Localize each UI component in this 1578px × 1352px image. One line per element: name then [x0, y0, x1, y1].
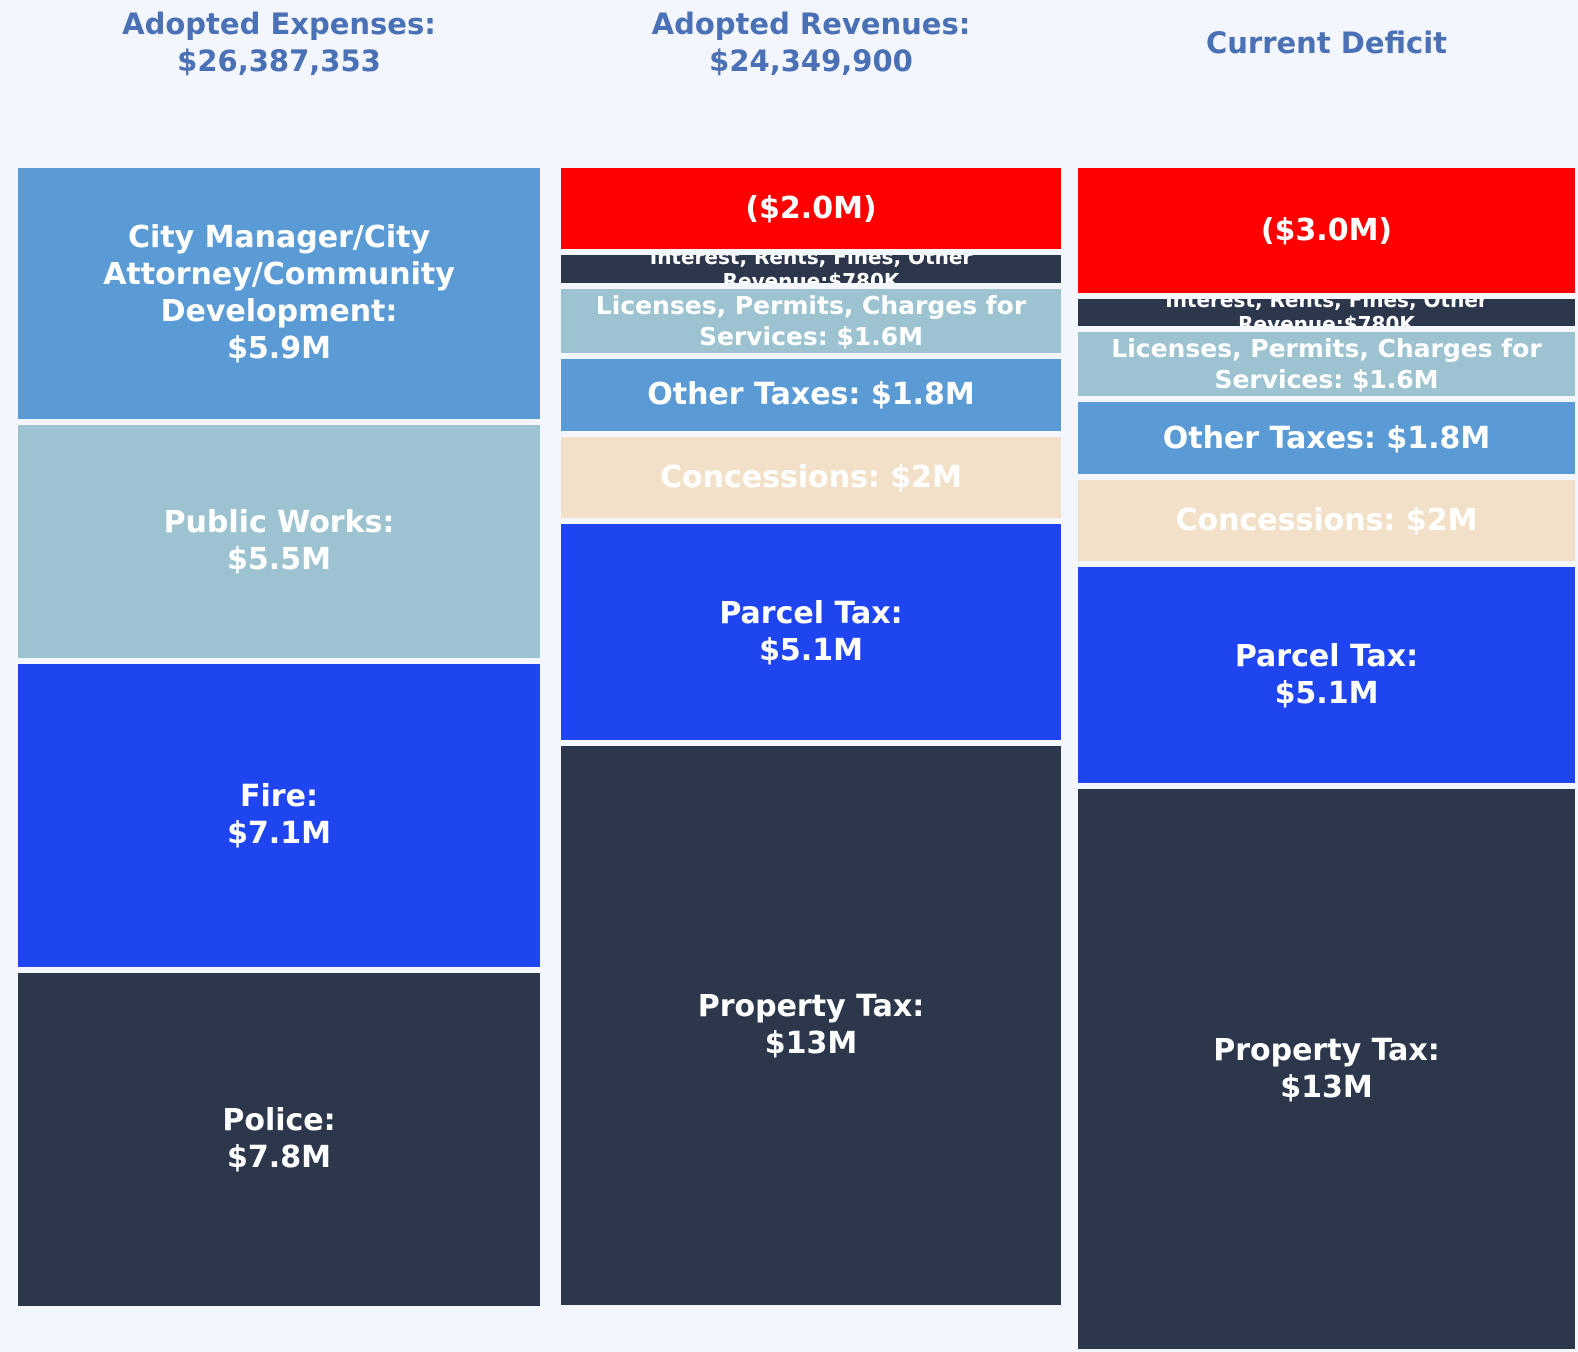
segment-value: $5.1M: [1274, 676, 1379, 712]
segment: Licenses, Permits, Charges for Services:…: [1075, 329, 1578, 400]
segment-label: Police: $7.8M: [216, 1102, 341, 1176]
segment: Parcel Tax: $5.1M: [558, 520, 1064, 743]
segment-label: ($2.0M): [739, 190, 882, 227]
segment-name: Public Works:: [163, 505, 395, 541]
segment-label: Interest, Rents, Fines, Other Revenue:$7…: [1078, 295, 1575, 330]
segment: Interest, Rents, Fines, Other Revenue:$7…: [1075, 295, 1578, 330]
segment: Licenses, Permits, Charges for Services:…: [558, 285, 1064, 356]
segment: Property Tax: $13M: [1075, 786, 1578, 1352]
segment-label: Property Tax: $13M: [1207, 1032, 1446, 1106]
segment-value: $13M: [1280, 1069, 1373, 1105]
segment: Other Taxes: $1.8M: [1075, 399, 1578, 478]
segment-label: Other Taxes: $1.8M: [1157, 420, 1497, 457]
title-amount: $24,349,900: [709, 44, 913, 78]
segment: Parcel Tax: $5.1M: [1075, 564, 1578, 787]
segment-name: Licenses, Permits, Charges for Services:: [1111, 334, 1542, 395]
column-title: Adopted Revenues: $24,349,900: [558, 0, 1064, 86]
segment: Public Works: $5.5M: [15, 421, 543, 661]
segment-value: $1.8M: [1386, 420, 1491, 456]
segment-value: ($2.0M): [745, 191, 877, 226]
segment: Property Tax: $13M: [558, 742, 1064, 1309]
segment: ($2.0M): [558, 165, 1064, 252]
segment-label: Concessions: $2M: [1170, 502, 1484, 539]
segment-label: Concessions: $2M: [654, 459, 968, 496]
segment-label: Other Taxes: $1.8M: [641, 376, 981, 413]
segment: City Manager/City Attorney/Community Dev…: [15, 165, 543, 422]
segment-name: Concessions:: [660, 459, 880, 495]
segment-value: $7.8M: [227, 1140, 331, 1176]
title-text: Adopted Revenues:: [651, 7, 971, 41]
segment: Fire: $7.1M: [15, 660, 543, 970]
segment-value: $1.6M: [836, 321, 924, 351]
segment-name: Other Taxes:: [647, 377, 861, 413]
segment-value: $1.8M: [870, 377, 975, 413]
segment: Concessions: $2M: [1075, 477, 1578, 565]
segment-value: $1.6M: [1351, 365, 1439, 395]
segment-name: Concessions:: [1175, 503, 1396, 539]
segment-label: Parcel Tax: $5.1M: [1229, 638, 1424, 712]
segment-label: Property Tax: $13M: [692, 988, 931, 1062]
column-title: Current Deficit: [1075, 0, 1578, 86]
segment-name: Interest, Rents, Fines, Other Revenue:: [649, 252, 973, 286]
segment-value: $5.1M: [759, 632, 863, 668]
segment-label: Licenses, Permits, Charges for Services:…: [1078, 333, 1575, 395]
segment-value: $2M: [890, 459, 962, 495]
segment-value: $7.1M: [227, 816, 331, 852]
title-text: Adopted Expenses:: [122, 7, 436, 41]
segment-name: Police:: [222, 1103, 336, 1139]
title-amount: $26,387,353: [177, 44, 381, 78]
segment-label: Parcel Tax: $5.1M: [713, 595, 908, 669]
segment-value: $780K: [1343, 312, 1415, 330]
segment-label: ($3.0M): [1255, 212, 1398, 249]
segment-name: Parcel Tax:: [719, 595, 903, 631]
segment-name: Other Taxes:: [1162, 420, 1376, 456]
segment: ($3.0M): [1075, 165, 1578, 296]
title-text: Current Deficit: [1205, 25, 1448, 60]
segment-name: Interest, Rents, Fines, Other Revenue:: [1165, 295, 1488, 330]
segment-name: Licenses, Permits, Charges for Services:: [595, 290, 1027, 351]
segment-value: ($3.0M): [1260, 212, 1393, 248]
segment-value: $780K: [828, 268, 900, 286]
segment-value: $2M: [1405, 503, 1478, 539]
segment: Concessions: $2M: [558, 433, 1064, 521]
segment: Interest, Rents, Fines, Other Revenue:$7…: [558, 252, 1064, 286]
segment-name: City Manager/City Attorney/Community Dev…: [103, 220, 455, 330]
segment: Police: $7.8M: [15, 969, 543, 1310]
segment-name: Fire:: [240, 779, 318, 815]
segment-label: Interest, Rents, Fines, Other Revenue:$7…: [561, 252, 1061, 286]
column-title: Adopted Expenses: $26,387,353: [15, 0, 543, 86]
segment-name: Property Tax:: [1213, 1032, 1440, 1068]
segment-value: $5.5M: [227, 542, 331, 578]
segment: Other Taxes: $1.8M: [558, 355, 1064, 434]
segment-value: $13M: [764, 1026, 858, 1062]
segment-value: $5.9M: [227, 331, 331, 367]
segment-label: City Manager/City Attorney/Community Dev…: [18, 219, 540, 367]
segment-label: Fire: $7.1M: [221, 778, 337, 852]
segment-name: Parcel Tax:: [1234, 639, 1419, 675]
segment-label: Licenses, Permits, Charges for Services:…: [561, 290, 1061, 352]
segment-name: Property Tax:: [697, 989, 925, 1025]
segment-label: Public Works: $5.5M: [158, 504, 401, 578]
